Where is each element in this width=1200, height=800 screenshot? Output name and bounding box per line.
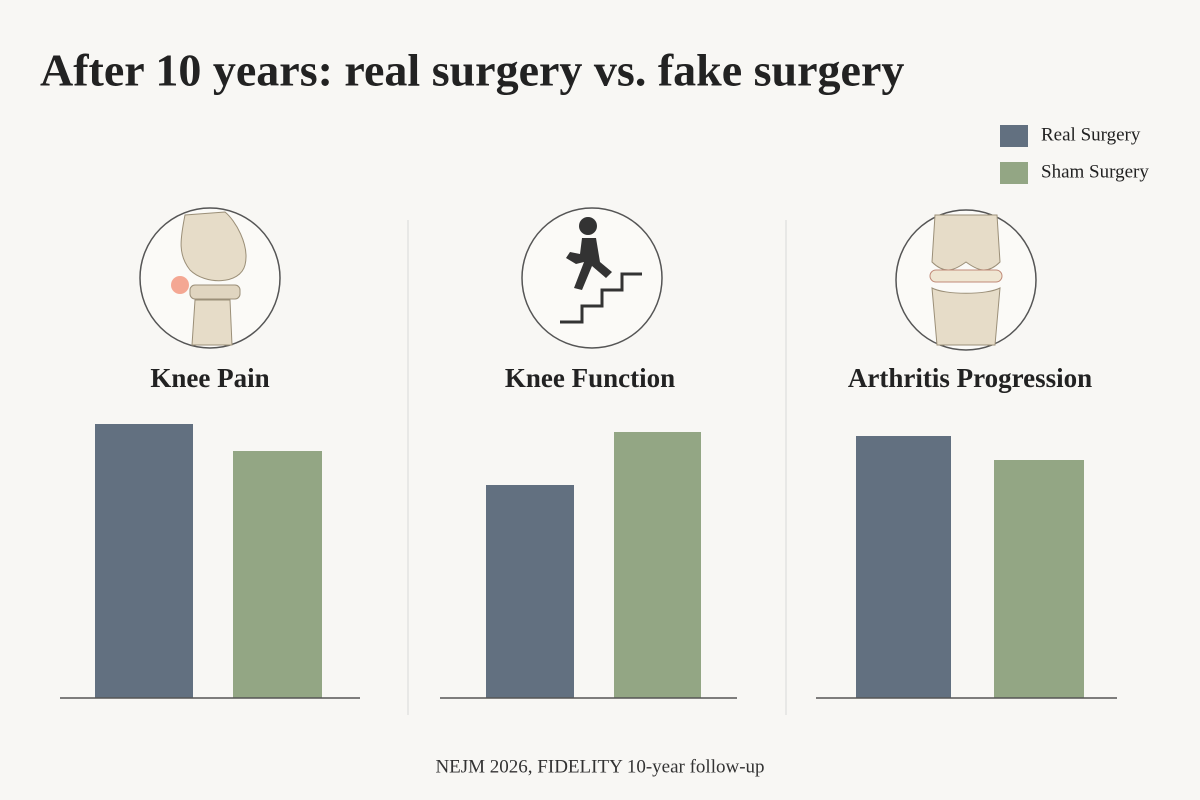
- legend-label: Sham Surgery: [1041, 161, 1149, 182]
- bar: [614, 432, 701, 698]
- stairs-icon: [521, 207, 663, 349]
- bar: [233, 451, 322, 698]
- chart-title: Knee Pain: [150, 363, 269, 393]
- page-title: After 10 years: real surgery vs. fake su…: [40, 45, 904, 96]
- bar: [856, 436, 951, 698]
- chart-title: Knee Function: [505, 363, 675, 393]
- legend-label: Real Surgery: [1041, 124, 1141, 145]
- bar: [95, 424, 193, 698]
- chart-title: Arthritis Progression: [848, 363, 1092, 393]
- arthritis-icon: [895, 209, 1037, 351]
- source-note: NEJM 2026, FIDELITY 10-year follow-up: [435, 756, 764, 777]
- knee-pain-icon: [139, 207, 281, 349]
- legend-swatch: [1000, 125, 1028, 147]
- bar: [994, 460, 1084, 698]
- bar: [486, 485, 574, 698]
- legend-swatch: [1000, 162, 1028, 184]
